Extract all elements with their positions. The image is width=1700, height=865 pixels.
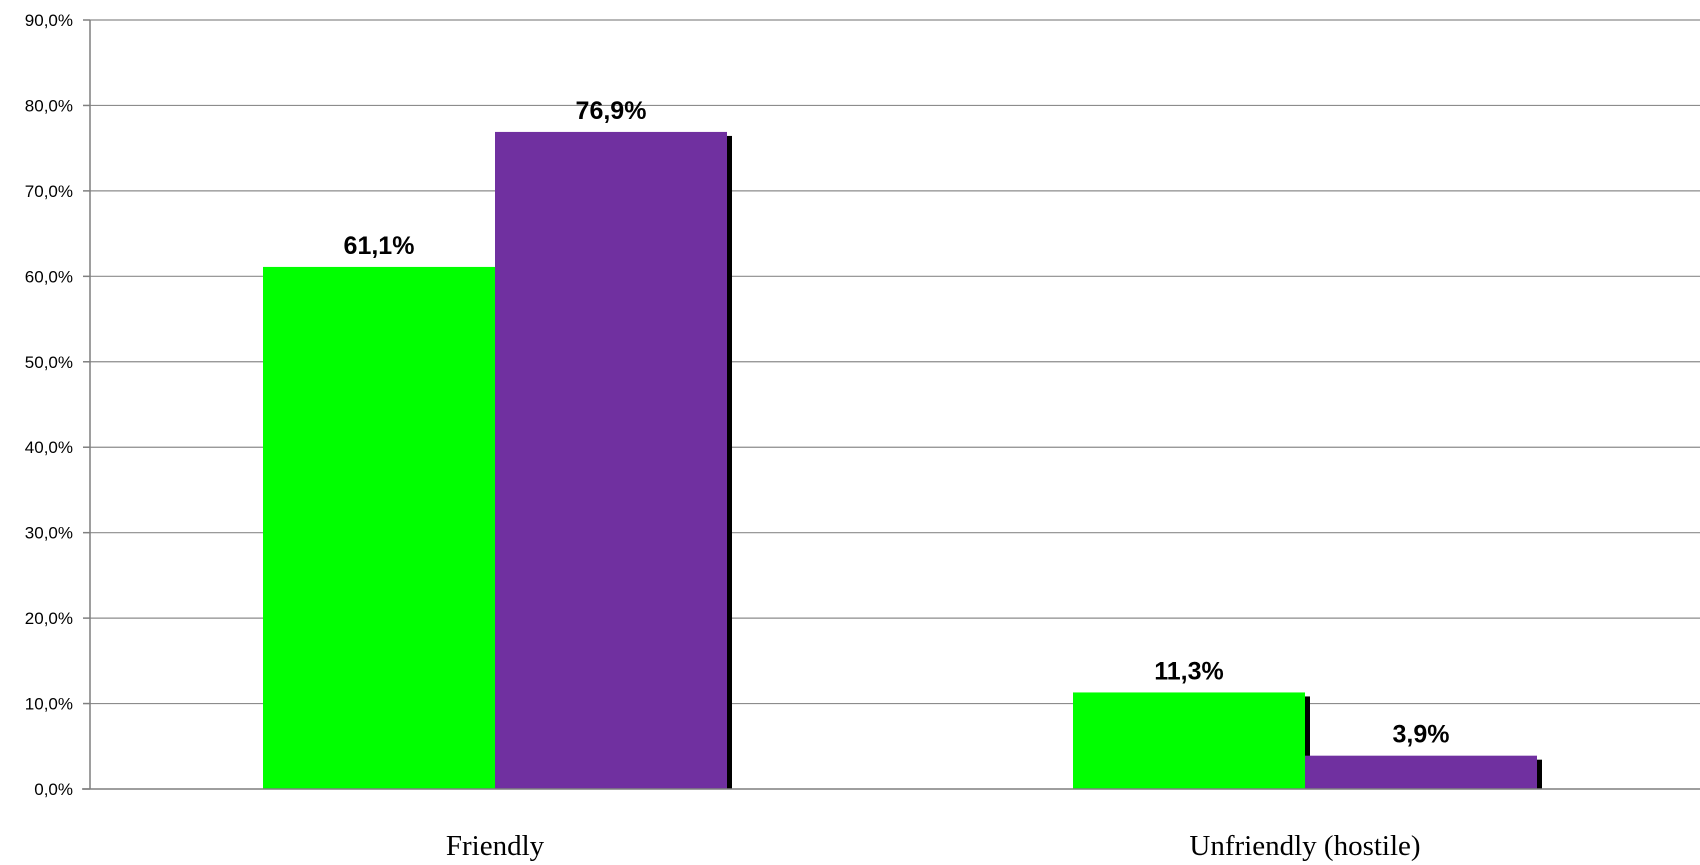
bar-1-2 bbox=[1073, 692, 1305, 789]
y-tick-label: 20,0% bbox=[25, 609, 73, 628]
data-label: 76,9% bbox=[576, 97, 647, 125]
category-label: Unfriendly (hostile) bbox=[1189, 830, 1420, 862]
y-tick-label: 50,0% bbox=[25, 353, 73, 372]
bar-shadow bbox=[1305, 696, 1310, 789]
axes bbox=[82, 19, 1700, 790]
bar-2-1 bbox=[495, 131, 727, 789]
y-tick-label: 30,0% bbox=[25, 524, 73, 543]
bar-1-1 bbox=[263, 266, 495, 789]
bar-2-2 bbox=[1305, 755, 1537, 789]
y-axis-tick-labels: 0,0% 10,0% 20,0% 30,0% 40,0% 50,0% 60,0% 70,0% 8… bbox=[25, 11, 73, 799]
data-labels: 61,1% 76,9% 11,3% 3,9% bbox=[344, 97, 1450, 749]
bar-shadow bbox=[727, 135, 732, 789]
y-tick-label: 80,0% bbox=[25, 96, 73, 115]
bars bbox=[263, 131, 1537, 789]
y-tick-label: 90,0% bbox=[25, 11, 73, 30]
bar-shadow bbox=[1537, 759, 1542, 789]
data-label: 3,9% bbox=[1393, 721, 1450, 749]
y-tick-label: 40,0% bbox=[25, 438, 73, 457]
category-label: Friendly bbox=[446, 830, 545, 862]
y-tick-label: 70,0% bbox=[25, 182, 73, 201]
y-tick-label: 0,0% bbox=[34, 780, 73, 799]
y-tick-label: 10,0% bbox=[25, 695, 73, 714]
y-tick-label: 60,0% bbox=[25, 267, 73, 286]
data-label: 11,3% bbox=[1154, 657, 1224, 685]
category-labels: Friendly Unfriendly (hostile) bbox=[446, 830, 1421, 862]
data-label: 61,1% bbox=[344, 232, 415, 260]
